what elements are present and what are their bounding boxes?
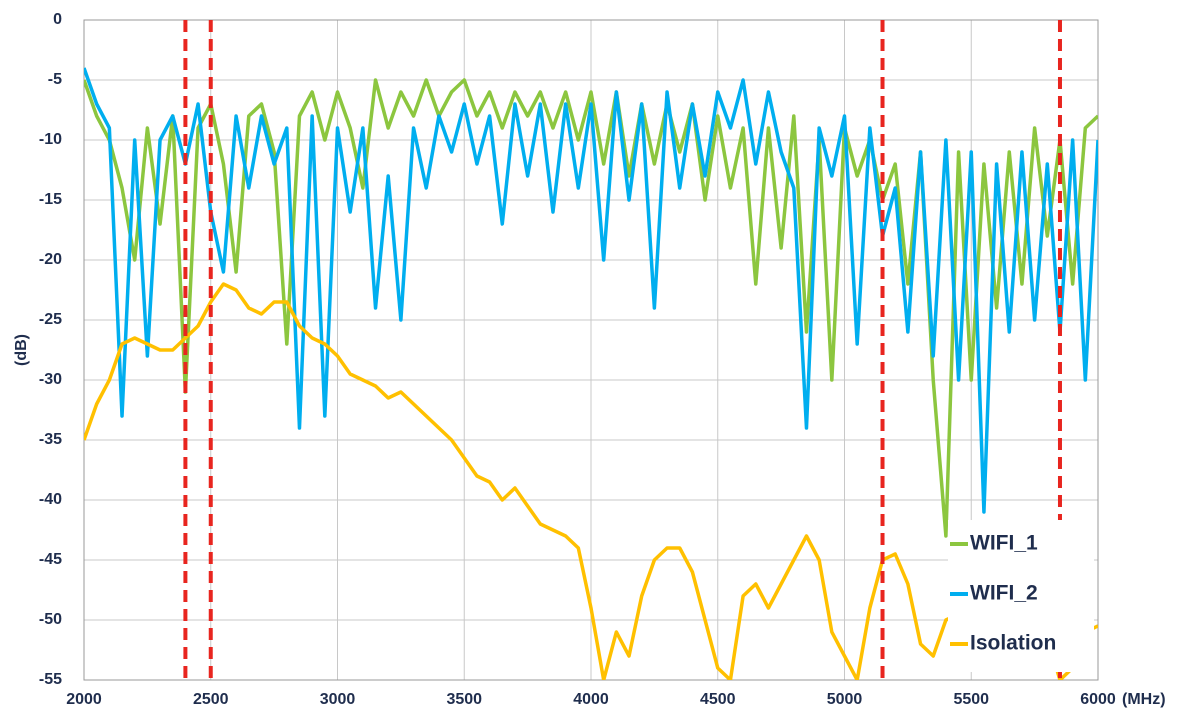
- legend-label: WIFI_1: [970, 532, 1038, 555]
- x-tick-label: 4500: [700, 691, 736, 708]
- y-axis-label: (dB): [13, 334, 30, 366]
- x-tick-label: 2500: [193, 691, 229, 708]
- x-tick-label: 6000: [1080, 691, 1116, 708]
- legend-label: Isolation: [970, 632, 1056, 655]
- x-tick-label: 5500: [953, 691, 989, 708]
- plot-frame: [83, 19, 1099, 681]
- y-tick-label: 0: [53, 11, 62, 28]
- plot: [84, 20, 1098, 680]
- legend-label: WIFI_2: [970, 582, 1038, 605]
- y-tick-label: -55: [39, 671, 62, 688]
- y-tick-label: -35: [39, 431, 62, 448]
- data-line: [84, 67, 1098, 514]
- y-tick-label: -40: [39, 491, 62, 508]
- x-tick-label: 5000: [827, 691, 863, 708]
- x-tick-label: 3000: [320, 691, 356, 708]
- y-tick-label: -5: [48, 71, 62, 88]
- y-tick-label: -50: [39, 611, 62, 628]
- y-tick-label: -10: [39, 131, 62, 148]
- legend-box: [948, 520, 1094, 672]
- y-tick-label: -30: [39, 371, 62, 388]
- y-tick-label: -25: [39, 311, 62, 328]
- y-tick-label: -15: [39, 191, 62, 208]
- x-tick-label: 4000: [573, 691, 609, 708]
- y-tick-label: -45: [39, 551, 62, 568]
- y-tick-label: -20: [39, 251, 62, 268]
- legend: WIFI_1 WIFI_2 Isolation: [948, 520, 1094, 672]
- data-line: [84, 282, 1098, 680]
- x-tick-label: 3500: [446, 691, 482, 708]
- x-tick-label: 2000: [66, 691, 102, 708]
- x-axis-unit: (MHz): [1122, 691, 1166, 708]
